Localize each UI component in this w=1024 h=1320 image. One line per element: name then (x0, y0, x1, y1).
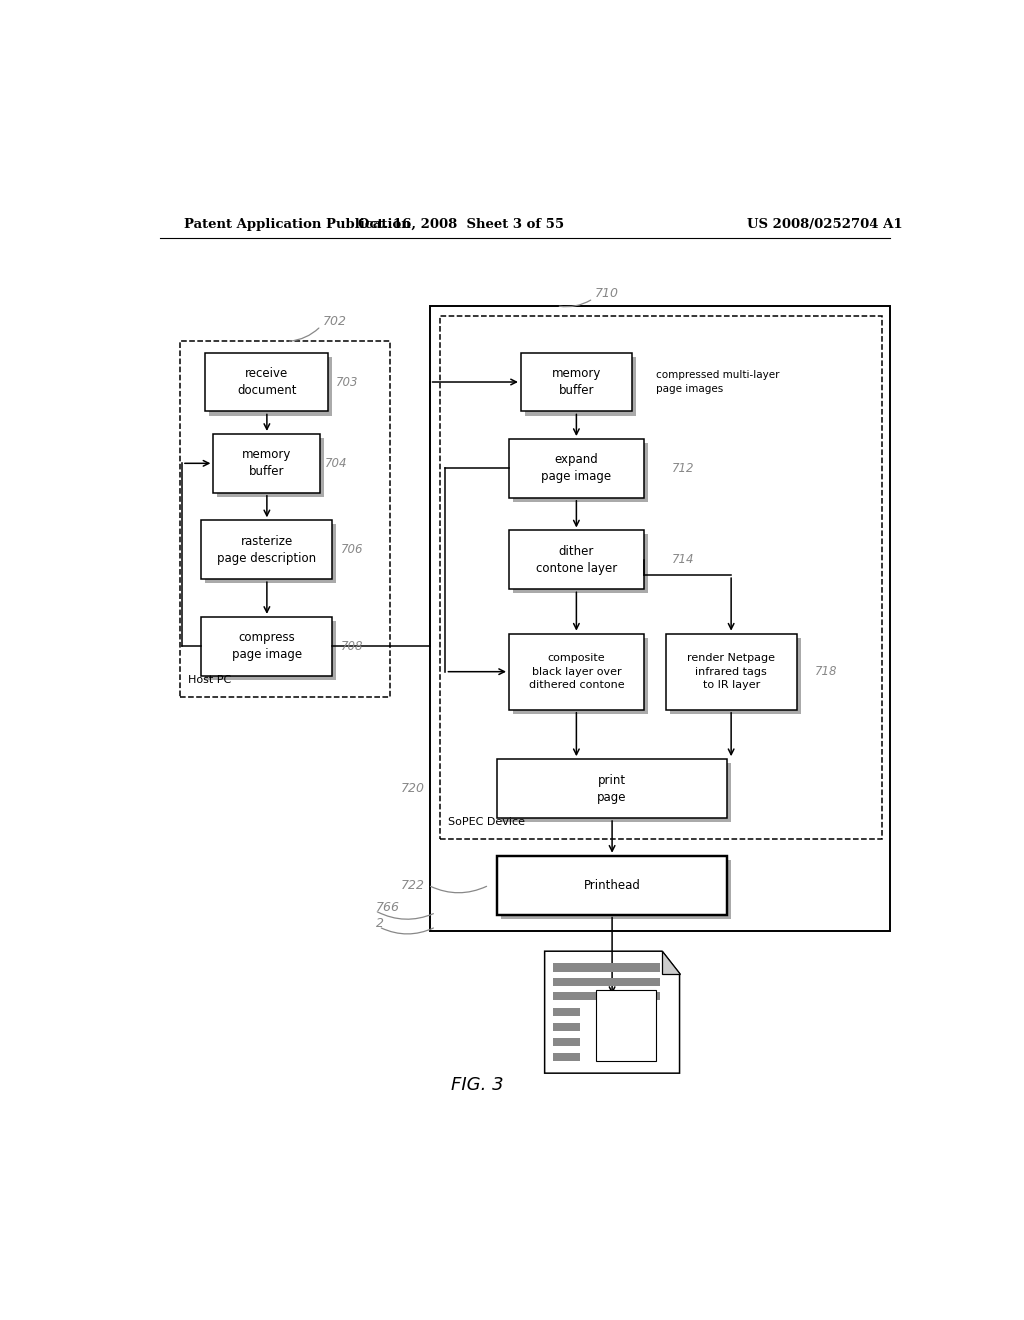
Text: 720: 720 (400, 781, 425, 795)
Text: memory
buffer: memory buffer (243, 449, 292, 478)
Text: Host PC: Host PC (187, 675, 230, 685)
Text: 703: 703 (336, 375, 358, 388)
Bar (501, 763, 731, 822)
Bar (206, 524, 336, 583)
Text: 722: 722 (400, 879, 425, 891)
Bar (206, 352, 329, 412)
Bar (217, 438, 325, 496)
Text: render Netpage
infrared tags
to IR layer: render Netpage infrared tags to IR layer (687, 653, 775, 690)
Bar (666, 634, 797, 710)
Text: Oct. 16, 2008  Sheet 3 of 55: Oct. 16, 2008 Sheet 3 of 55 (358, 218, 564, 231)
Bar (202, 520, 333, 579)
Text: 766: 766 (376, 902, 399, 913)
Bar (670, 638, 801, 714)
Bar (553, 1023, 581, 1031)
FancyArrowPatch shape (381, 928, 433, 935)
Text: compressed multi-layer
page images: compressed multi-layer page images (655, 371, 779, 393)
Text: Printhead: Printhead (584, 879, 641, 891)
Polygon shape (663, 952, 680, 974)
Text: SoPEC Device: SoPEC Device (447, 817, 525, 828)
FancyArrowPatch shape (559, 300, 591, 306)
Bar (202, 616, 333, 676)
Bar (430, 306, 890, 931)
Text: print
page: print page (597, 774, 627, 804)
Bar (553, 1053, 581, 1061)
Bar (509, 531, 644, 589)
Text: US 2008/0252704 A1: US 2008/0252704 A1 (748, 218, 902, 231)
Text: 702: 702 (323, 314, 346, 327)
Bar (440, 315, 882, 840)
Bar (209, 356, 333, 416)
Bar (206, 620, 336, 680)
Bar (521, 352, 632, 412)
Bar (513, 638, 648, 714)
Bar (513, 444, 648, 502)
Text: receive
document: receive document (238, 367, 297, 397)
Text: 706: 706 (341, 544, 364, 556)
Text: 712: 712 (672, 462, 694, 475)
Polygon shape (545, 952, 680, 1073)
Text: memory
buffer: memory buffer (552, 367, 601, 397)
FancyArrowPatch shape (430, 886, 486, 892)
FancyArrowPatch shape (290, 329, 318, 341)
Bar (509, 634, 644, 710)
Bar (501, 859, 731, 919)
Bar (213, 434, 321, 492)
Bar (553, 978, 659, 986)
Text: compress
page image: compress page image (231, 631, 302, 661)
Text: composite
black layer over
dithered contone: composite black layer over dithered cont… (528, 653, 625, 690)
Text: 714: 714 (672, 553, 694, 566)
Text: FIG. 3: FIG. 3 (451, 1076, 504, 1094)
Text: 704: 704 (325, 457, 347, 470)
Text: expand
page image: expand page image (542, 453, 611, 483)
Bar (553, 1008, 581, 1016)
Text: 708: 708 (341, 640, 364, 653)
Bar (524, 356, 636, 416)
FancyArrowPatch shape (377, 912, 433, 919)
Text: 710: 710 (595, 286, 618, 300)
Bar (553, 991, 659, 1001)
Text: 718: 718 (814, 665, 837, 678)
Bar (497, 759, 727, 818)
Bar (509, 440, 644, 498)
Bar (497, 855, 727, 915)
Bar (179, 342, 390, 697)
Bar (513, 535, 648, 594)
Text: 2: 2 (376, 917, 384, 931)
Bar (553, 1038, 581, 1045)
Bar (553, 964, 659, 972)
Text: Patent Application Publication: Patent Application Publication (183, 218, 411, 231)
Text: dither
contone layer: dither contone layer (536, 545, 617, 576)
Bar (596, 990, 655, 1061)
Text: rasterize
page description: rasterize page description (217, 535, 316, 565)
